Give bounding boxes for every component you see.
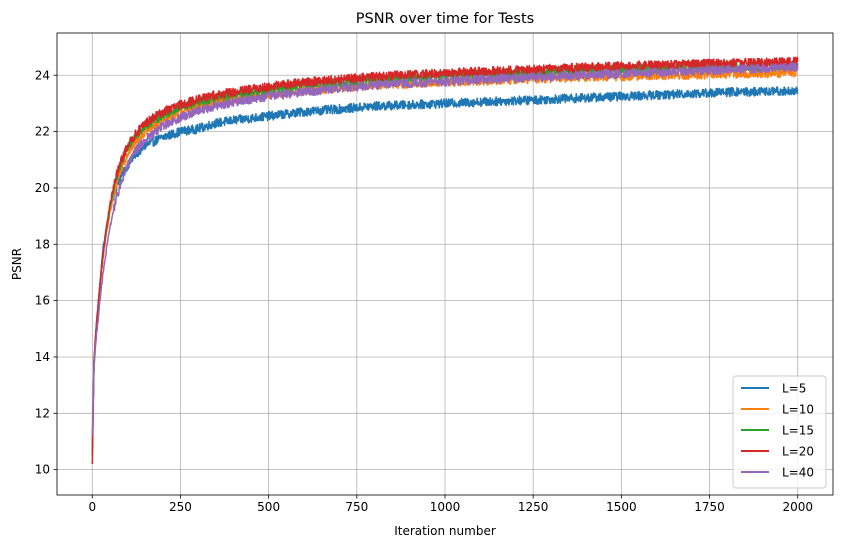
legend: L=5 L=10 L=15 L=20 L=40 [732, 375, 827, 489]
y-tick-label: 18 [35, 237, 50, 251]
y-axis-ticks: 10 12 14 16 18 20 22 24 [35, 68, 57, 477]
x-tick-label: 0 [88, 500, 96, 514]
series-line-1 [91, 86, 799, 456]
y-tick-label: 24 [35, 68, 50, 82]
x-axis-ticks: 0 250 500 750 1000 1250 1500 1750 2000 [88, 495, 813, 514]
y-tick-label: 16 [35, 294, 50, 308]
x-tick-label: 1000 [430, 500, 461, 514]
legend-label-3: L=15 [782, 424, 814, 438]
series-line-4 [91, 56, 799, 465]
legend-label-5: L=40 [782, 466, 814, 480]
x-tick-label: 750 [345, 500, 368, 514]
x-tick-label: 1750 [694, 500, 725, 514]
legend-label-4: L=20 [782, 445, 814, 459]
series-layer [91, 56, 799, 465]
x-axis-title: Iteration number [394, 524, 496, 538]
y-tick-label: 20 [35, 181, 50, 195]
plot-area [56, 32, 834, 496]
series-line-5 [91, 61, 799, 436]
legend-label-2: L=10 [782, 403, 814, 417]
y-axis-title: PSNR [10, 248, 24, 280]
y-tick-label: 14 [35, 350, 50, 364]
x-tick-label: 500 [257, 500, 280, 514]
y-tick-label: 22 [35, 125, 50, 139]
legend-label-1: L=5 [782, 382, 806, 396]
x-tick-label: 250 [169, 500, 192, 514]
x-tick-label: 1250 [518, 500, 549, 514]
y-tick-label: 12 [35, 406, 50, 420]
y-tick-label: 10 [35, 463, 50, 477]
x-tick-label: 1500 [606, 500, 637, 514]
legend-frame [732, 375, 827, 489]
chart-title: PSNR over time for Tests [356, 11, 534, 27]
x-tick-label: 2000 [782, 500, 813, 514]
